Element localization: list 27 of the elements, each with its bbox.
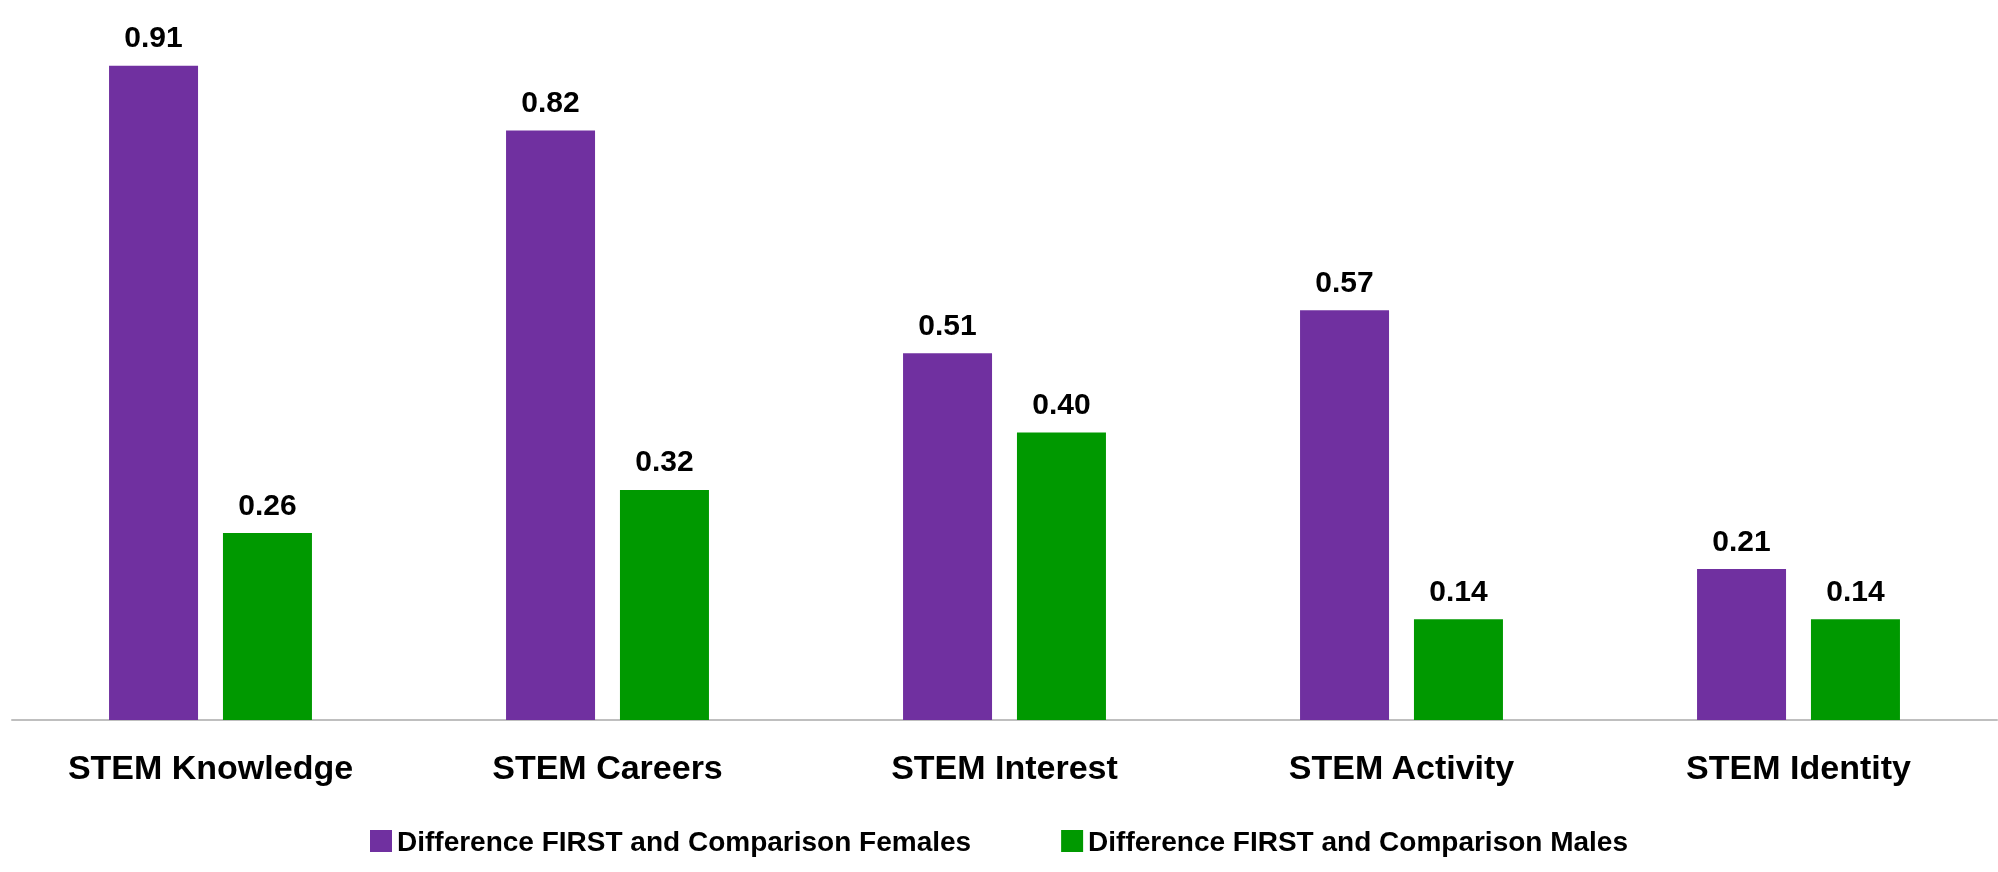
x-tick-label: STEM Knowledge	[67, 748, 354, 786]
x-tick-label: STEM Careers	[492, 748, 723, 786]
bar	[1300, 310, 1390, 720]
bar	[506, 130, 596, 720]
data-label: 0.91	[124, 20, 183, 54]
bar	[619, 489, 709, 720]
legend-label: Difference FIRST and Comparison Males	[1088, 825, 1629, 857]
x-tick-label: STEM Activity	[1288, 748, 1515, 786]
data-label: 0.82	[521, 84, 580, 118]
data-label: 0.14	[1429, 573, 1488, 607]
legend-label: Difference FIRST and Comparison Females	[396, 825, 972, 857]
data-label: 0.26	[238, 487, 297, 521]
x-tick-label: STEM Interest	[891, 748, 1118, 786]
data-label: 0.57	[1315, 264, 1374, 298]
data-label: 0.21	[1712, 523, 1771, 557]
bar	[1810, 619, 1900, 720]
bar	[903, 353, 993, 720]
data-label: 0.14	[1826, 573, 1885, 607]
bar	[222, 533, 312, 720]
data-label: 0.51	[918, 307, 977, 341]
data-label: 0.32	[635, 444, 694, 478]
bar	[1016, 432, 1106, 720]
data-label: 0.40	[1032, 386, 1091, 420]
x-tick-label: STEM Identity	[1686, 748, 1911, 786]
bar	[1697, 569, 1787, 720]
bar	[109, 65, 199, 720]
bar	[1413, 619, 1503, 720]
